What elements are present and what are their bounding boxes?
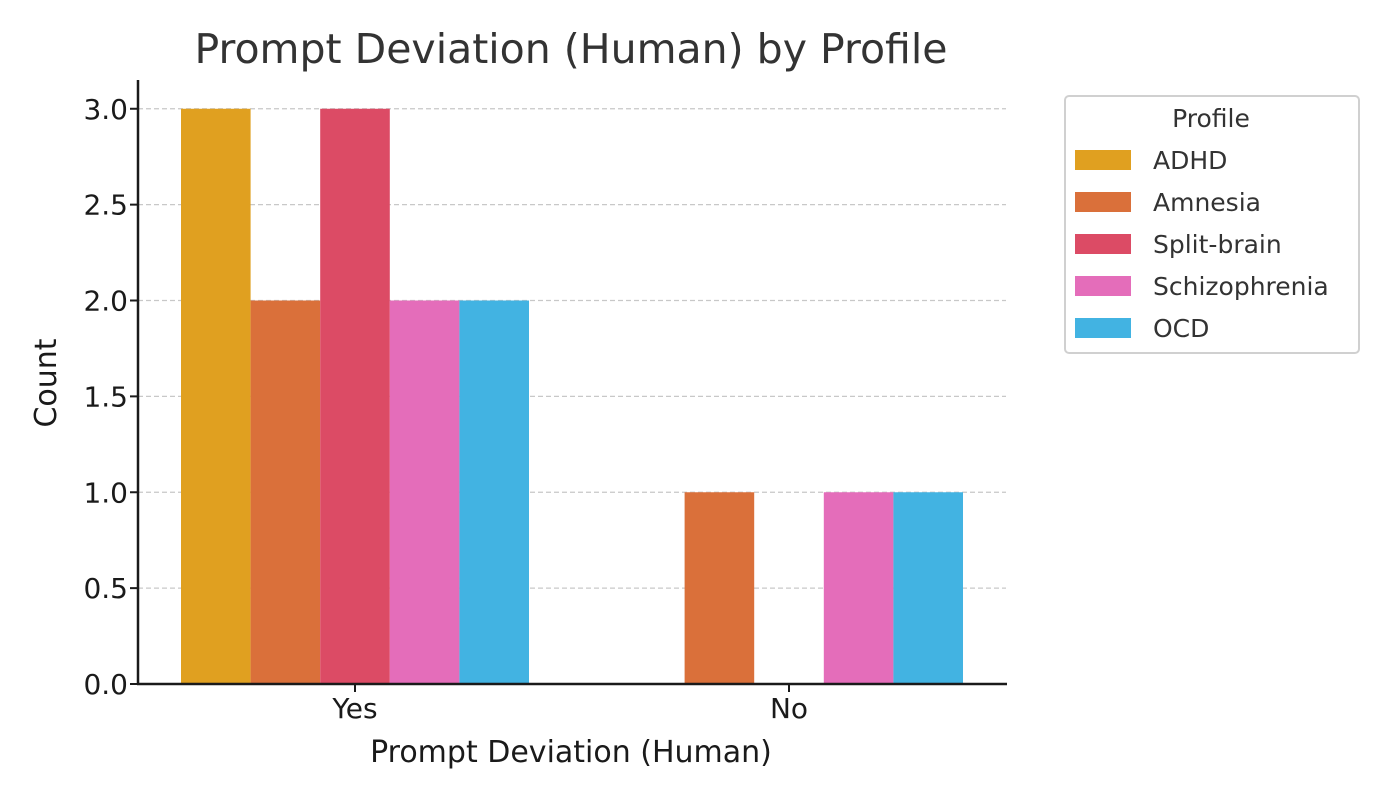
chart-title: Prompt Deviation (Human) by Profile xyxy=(195,25,948,73)
y-ticks: 0.0 0.5 1.0 1.5 2.0 2.5 3.0 xyxy=(83,93,138,701)
y-tick-label: 2.5 xyxy=(83,189,128,222)
y-tick-label: 0.5 xyxy=(83,572,128,605)
y-tick-label: 2.0 xyxy=(83,285,128,318)
y-tick-label: 1.0 xyxy=(83,476,128,509)
bar-ocd-yes xyxy=(459,300,529,684)
bar-amnesia-no xyxy=(684,492,755,684)
legend: Profile ADHD Amnesia Split-brain Schizophre… xyxy=(1064,95,1360,354)
legend-label: OCD xyxy=(1153,314,1209,343)
legend-swatch xyxy=(1075,192,1131,212)
y-tick-label: 1.5 xyxy=(83,380,128,413)
legend-title: Profile xyxy=(1172,104,1250,133)
legend-swatch xyxy=(1075,234,1131,254)
legend-swatch xyxy=(1075,150,1131,170)
legend-items: ADHD Amnesia Split-brain Schizophrenia OCD xyxy=(1075,146,1329,343)
legend-swatch xyxy=(1075,276,1131,296)
x-tick-label: Yes xyxy=(331,692,377,725)
legend-swatch xyxy=(1075,318,1131,338)
y-tick-label: 0.0 xyxy=(83,668,128,701)
legend-frame xyxy=(1064,95,1360,354)
legend-label: Amnesia xyxy=(1153,188,1261,217)
bar-schizophrenia-yes xyxy=(389,300,460,684)
legend-label: Split-brain xyxy=(1153,230,1282,259)
x-axis-label: Prompt Deviation (Human) xyxy=(370,735,772,770)
bar-amnesia-yes xyxy=(250,300,321,684)
bar-adhd-yes xyxy=(181,108,251,684)
legend-label: Schizophrenia xyxy=(1153,272,1329,301)
axes xyxy=(136,80,1007,686)
y-axis-label: Count xyxy=(29,338,64,427)
bar-split-brain-yes xyxy=(320,108,390,684)
bar-ocd-no xyxy=(893,492,963,684)
x-tick-label: No xyxy=(770,692,808,725)
legend-label: ADHD xyxy=(1153,146,1227,175)
bars xyxy=(181,108,963,684)
bar-schizophrenia-no xyxy=(823,492,894,684)
x-ticks: Yes No xyxy=(331,684,808,725)
y-tick-label: 3.0 xyxy=(83,93,128,126)
